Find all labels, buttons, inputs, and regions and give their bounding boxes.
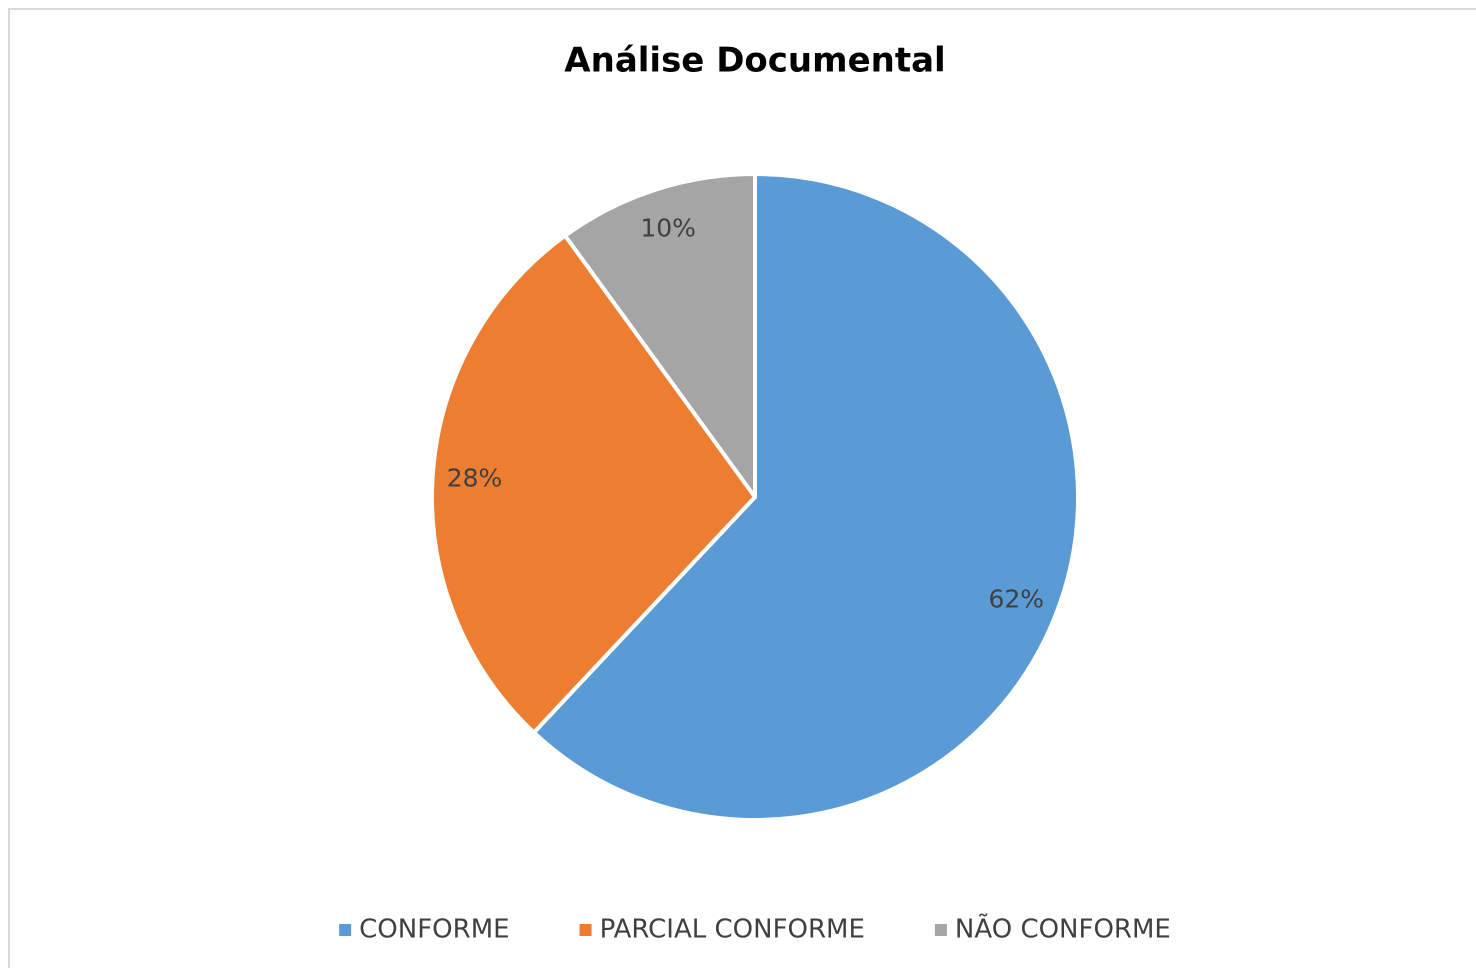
legend-swatch bbox=[339, 924, 352, 936]
legend-swatch bbox=[934, 924, 947, 936]
data-label: 62% bbox=[988, 584, 1044, 613]
pie-slice bbox=[531, 172, 1080, 822]
legend: CONFORME PARCIAL CONFORME NÃO CONFORME bbox=[339, 913, 1171, 945]
legend-label: PARCIAL CONFORME bbox=[600, 915, 865, 945]
legend-swatch bbox=[579, 924, 592, 936]
data-label: 10% bbox=[640, 214, 696, 243]
legend-label: CONFORME bbox=[359, 915, 509, 945]
legend-label: NÃO CONFORME bbox=[955, 913, 1171, 945]
chart-title: Análise Documental bbox=[564, 41, 945, 81]
pie-slice bbox=[430, 233, 757, 735]
pie-slice bbox=[563, 172, 757, 499]
data-label: 28% bbox=[447, 463, 503, 492]
